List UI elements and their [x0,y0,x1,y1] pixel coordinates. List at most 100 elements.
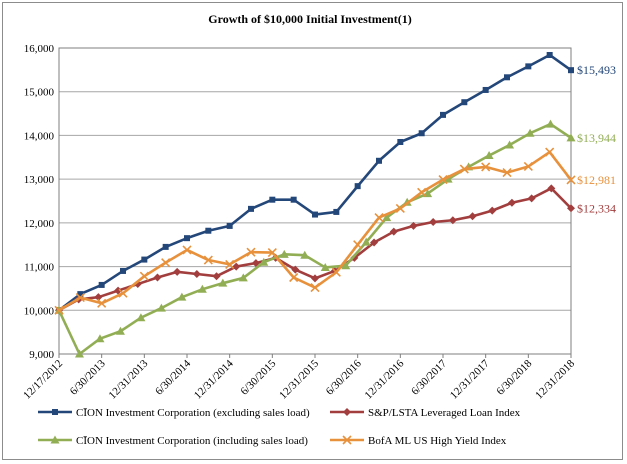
data-point [203,255,213,265]
legend-marker [342,435,352,445]
x-tick-label: 6/30/2015 [238,357,278,397]
data-point [248,205,254,212]
x-tick-label: 12/31/2018 [533,357,577,401]
data-point [136,313,146,322]
data-point [488,206,497,215]
data-point [482,86,489,93]
x-tick-label: 6/30/2018 [494,357,534,397]
data-point [418,130,425,137]
legend: CĪON Investment Corporation (excluding s… [38,407,521,447]
data-point [173,267,182,276]
data-point [409,221,418,230]
y-tick-label: 13,000 [24,174,55,186]
data-point [94,293,103,302]
data-point [374,213,384,223]
x-tick-label: 12/31/2015 [277,357,321,401]
data-point [291,265,300,274]
data-point [54,305,64,315]
data-point [139,271,149,281]
end-value-label: $13,944 [577,131,616,145]
data-point [566,175,576,185]
data-point [118,288,128,298]
data-point [481,162,491,172]
data-point [218,278,228,287]
data-point [98,281,105,288]
data-point [225,259,235,269]
data-point [226,222,233,229]
y-tick-label: 11,000 [24,262,54,274]
series-1 [56,51,574,314]
data-point [310,282,320,293]
data-point [568,67,574,74]
series-layer [54,51,576,358]
plot-area [58,47,572,355]
data-point [370,238,379,247]
data-point [311,274,319,283]
legend-item: CĪON Investment Corporation (including s… [38,435,308,447]
data-point [354,183,361,190]
data-point [502,168,512,178]
legend-item: S&P/LSTA Leveraged Loan Index [330,407,521,419]
y-tick-label: 14,000 [24,130,55,142]
data-point [547,184,556,193]
data-point [440,111,446,118]
data-point [290,196,297,203]
x-tick-label: 12/31/2013 [107,357,151,401]
x-tick-label: 6/30/2014 [153,357,193,397]
series-3 [54,119,576,358]
series-line [58,53,572,312]
data-point [114,286,123,295]
data-point [504,74,510,81]
data-point [161,258,171,268]
data-point [212,272,221,281]
data-point [238,273,248,282]
data-point [120,267,126,274]
data-point [74,349,84,358]
data-point [279,249,289,258]
data-point [525,128,535,137]
data-point [153,273,162,282]
data-point [333,208,340,215]
data-point [353,240,363,250]
data-point [267,248,277,258]
data-point [546,119,556,128]
data-point [192,270,201,279]
data-point [567,204,575,213]
data-point [269,196,276,203]
data-point [115,326,125,335]
x-tick-label: 6/30/2013 [68,357,108,397]
data-point [448,216,457,225]
y-tick-label: 9,000 [29,349,54,361]
data-point [197,284,207,293]
x-tick-label: 6/30/2016 [324,357,364,397]
y-tick-label: 15,000 [24,87,55,99]
series-line [57,122,572,356]
data-point [484,151,494,160]
data-point [382,213,392,222]
data-point [341,261,351,270]
data-point [507,198,516,207]
data-point [468,212,477,221]
data-point [162,243,169,250]
end-value-label: $12,981 [577,173,616,187]
data-point [505,140,515,149]
x-tick-label: 12/31/2017 [448,357,492,401]
series-line [58,187,572,312]
series-4 [54,147,576,315]
data-point [438,175,448,185]
y-tick-label: 12,000 [24,218,55,230]
chart-title: Growth of $10,000 Initial Investment(1) [208,12,411,26]
legend-label: BofA ML US High Yield Index [368,435,507,447]
data-point [397,138,404,145]
y-tick-label: 16,000 [24,43,55,55]
data-point [389,227,398,236]
legend-marker [52,409,58,415]
x-tick-label: 6/30/2017 [409,357,449,397]
axes: 9,000 10,000 11,000 12,000 13,000 14,000 15,00… [21,43,577,402]
data-point [546,51,553,58]
data-point [246,247,256,257]
data-point [182,245,192,255]
data-point [527,194,536,203]
data-point [95,334,105,343]
